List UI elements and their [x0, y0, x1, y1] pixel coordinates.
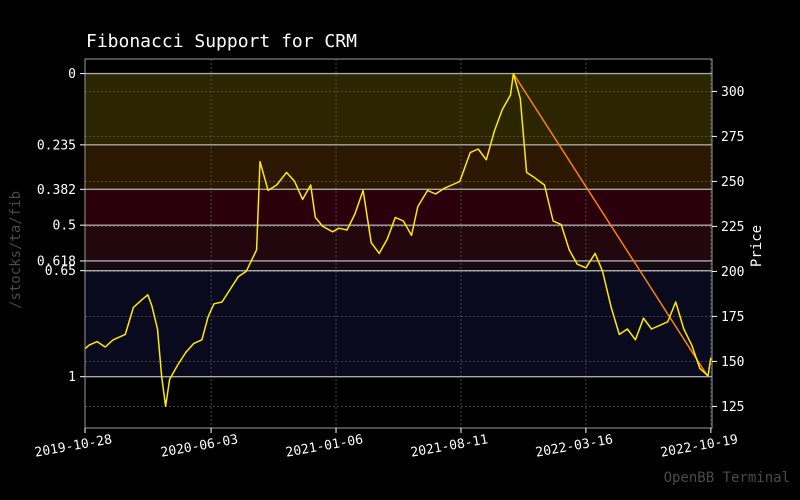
fib-level-label: 1 — [68, 370, 76, 385]
plot-border — [84, 58, 713, 429]
fib-band — [85, 144, 712, 190]
price-tick-label: 200 — [721, 265, 744, 280]
fib-level-label: 0.65 — [45, 264, 76, 279]
price-tick-label: 175 — [721, 310, 744, 325]
price-tick-label: 250 — [721, 175, 744, 190]
price-series — [84, 72, 712, 408]
price-tick-label: 225 — [721, 220, 744, 235]
date-tick-label: 2020-06-03 — [160, 432, 240, 460]
fib-band — [85, 73, 712, 145]
price-tick-label: 275 — [721, 130, 744, 145]
date-axis-ticks: 2019-10-28 2020-06-03 2021-01-06 2021-08-11… — [34, 428, 739, 461]
date-tick-label: 2021-08-11 — [410, 432, 490, 460]
plot-frame — [84, 58, 713, 429]
fib-level-label: 0.618 — [37, 254, 76, 269]
y-axis-label: Price — [749, 225, 765, 267]
command-path-label: /stocks/ta/fib — [8, 190, 24, 310]
fib-level-label: 0 — [68, 67, 76, 82]
fib-band — [85, 270, 712, 377]
trend-line — [512, 73, 709, 378]
price-axis-ticks: 125 150 175 200 225 250 275 300 — [712, 85, 744, 415]
price-tick-label: 300 — [721, 85, 744, 100]
watermark: OpenBB Terminal — [663, 470, 790, 486]
chart-title: Fibonacci Support for CRM — [86, 31, 357, 52]
fib-level-label: 0.5 — [53, 219, 76, 234]
fib-band — [85, 260, 712, 271]
fib-level-label: 0.382 — [37, 183, 76, 198]
price-line — [84, 72, 712, 408]
date-tick-label: 2019-10-28 — [34, 432, 114, 460]
fib-band — [85, 225, 712, 261]
price-tick-label: 150 — [721, 355, 744, 370]
fib-trend-line — [512, 73, 709, 378]
date-tick-label: 2021-01-06 — [285, 432, 365, 460]
fib-level-lines — [85, 72, 712, 378]
fib-bands — [85, 73, 712, 377]
fib-level-label: 0.235 — [37, 138, 76, 153]
price-tick-label: 125 — [721, 400, 744, 415]
fib-band — [85, 189, 712, 226]
date-tick-label: 2022-03-16 — [534, 432, 614, 460]
date-tick-label: 2022-10-19 — [659, 432, 739, 460]
grid-lines — [84, 59, 712, 428]
